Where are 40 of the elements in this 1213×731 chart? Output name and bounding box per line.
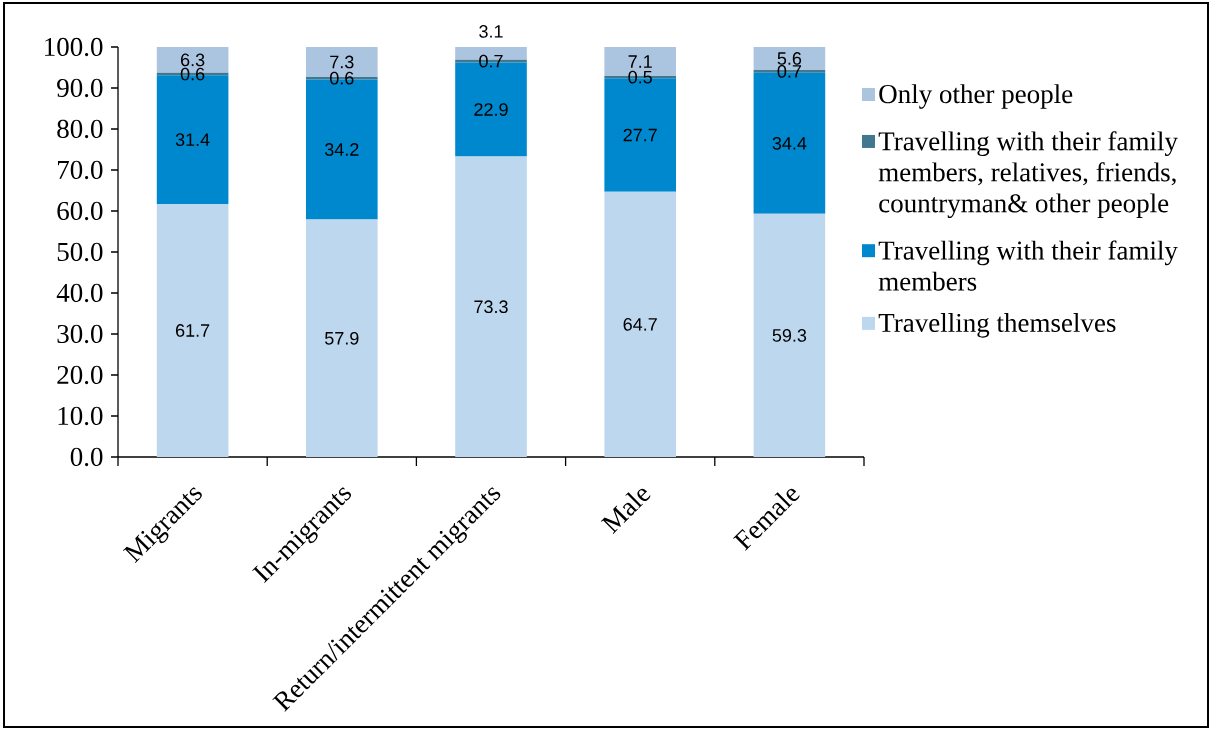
data-label: 6.3 [181,53,205,67]
legend-label: Only other people [879,84,1073,109]
bar [306,219,378,457]
bar [753,213,826,457]
y-tick-label: 60.0 [57,201,103,221]
data-label: 5.6 [777,52,802,65]
data-label: 3.1 [479,25,503,38]
y-tick-label: 40.0 [56,283,103,303]
data-label: 61.7 [176,324,210,337]
data-label: 31.4 [175,133,210,147]
y-tick-label: 20.0 [57,365,103,385]
y-tick-label: 0.0 [70,447,103,467]
legend-label: Travelling themselves [878,313,1116,338]
bar [604,191,677,457]
legend-label: Travelling with their family members [878,240,1178,291]
data-label: 27.7 [623,128,657,142]
data-label: 34.4 [772,136,807,150]
data-label: 0.5 [628,70,652,84]
data-label: 0.7 [777,65,802,78]
data-label: 64.7 [623,317,657,331]
y-tick-label: 80.0 [57,119,103,139]
data-label: 7.3 [330,55,354,69]
bar [455,156,527,457]
data-label: 57.9 [325,331,359,345]
data-label: 7.1 [628,55,652,68]
data-label: 34.2 [324,143,359,156]
bar [156,204,229,457]
data-label: 59.3 [772,329,807,342]
data-label: 0.7 [479,54,503,68]
y-tick-label: 10.0 [58,406,103,426]
y-tick-label: 30.0 [57,324,103,344]
legend-label: Travelling with their family members, relatives, friends, countryman& other people [878,131,1178,218]
y-tick-label: 90.0 [57,78,103,98]
data-label: 73.3 [474,300,508,314]
data-label: 0.6 [180,67,205,81]
y-tick-label: 100.0 [45,37,103,57]
y-tick-label: 70.0 [58,160,103,180]
data-label: 22.9 [474,103,508,116]
data-label: 0.6 [330,71,354,85]
y-tick-label: 50.0 [57,242,103,262]
